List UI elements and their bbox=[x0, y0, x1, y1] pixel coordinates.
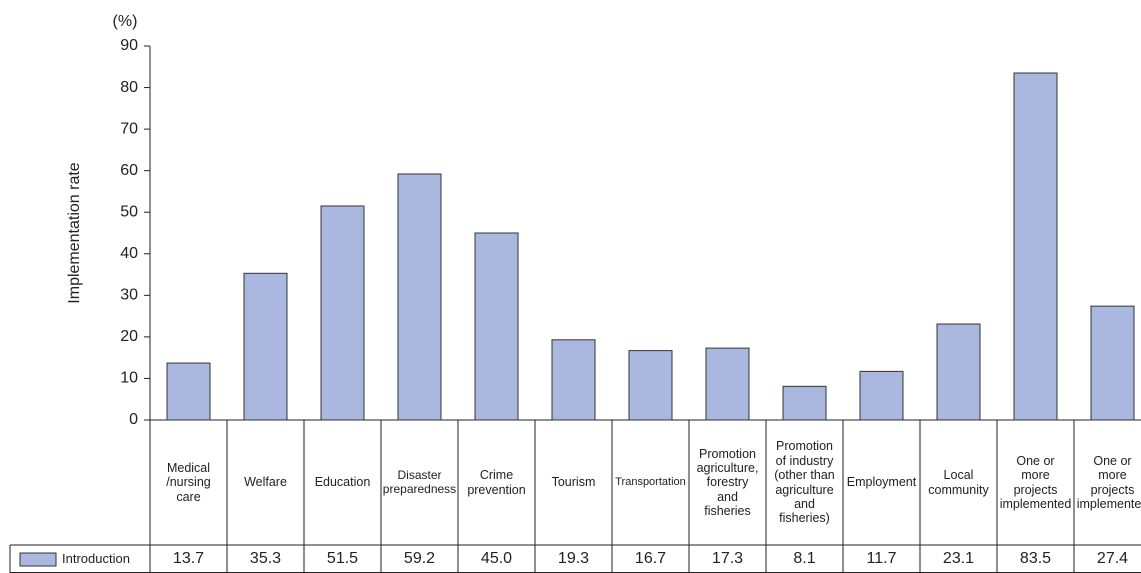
category-label: One or more projects implemented bbox=[1075, 421, 1141, 544]
category-text: Welfare bbox=[244, 475, 287, 490]
value-label: 19.3 bbox=[557, 550, 590, 567]
y-tick-label: 90 bbox=[120, 37, 138, 54]
category-label: Transportation bbox=[613, 421, 688, 544]
legend-swatch bbox=[19, 552, 57, 567]
y-tick-label: 0 bbox=[129, 411, 138, 428]
category-label: Tourism bbox=[536, 421, 611, 544]
value-label: 51.5 bbox=[326, 550, 359, 567]
y-tick-label: 10 bbox=[120, 370, 138, 387]
value-label: 27.4 bbox=[1096, 550, 1129, 567]
category-text: Promotion agriculture, forestry and fish… bbox=[696, 446, 759, 519]
bar bbox=[782, 385, 827, 421]
category-text: Tourism bbox=[551, 475, 596, 490]
category-label: Employment bbox=[844, 421, 919, 544]
category-text: Education bbox=[314, 475, 371, 490]
value-label: 45.0 bbox=[480, 550, 513, 567]
category-text: Employment bbox=[846, 475, 917, 490]
category-text: Crime prevention bbox=[467, 468, 526, 497]
bar bbox=[320, 205, 365, 421]
bar bbox=[397, 173, 442, 421]
value-label: 35.3 bbox=[249, 550, 282, 567]
value-label: 16.7 bbox=[634, 550, 667, 567]
bar bbox=[705, 347, 750, 421]
bar bbox=[936, 323, 981, 421]
value-label: 59.2 bbox=[403, 550, 436, 567]
value-label: 83.5 bbox=[1019, 550, 1052, 567]
y-unit: (%) bbox=[113, 13, 138, 30]
bar bbox=[1090, 305, 1135, 421]
y-tick-label: 30 bbox=[120, 287, 138, 304]
category-text: Promotion of industry (other than agricu… bbox=[774, 439, 835, 526]
value-label: 17.3 bbox=[711, 550, 744, 567]
bar bbox=[859, 370, 904, 421]
y-tick-label: 20 bbox=[120, 328, 138, 345]
category-text: Transportation bbox=[615, 476, 686, 489]
category-label: One or more projects implemented bbox=[998, 421, 1073, 544]
y-tick-label: 50 bbox=[120, 203, 138, 220]
category-text: One or more projects implemented bbox=[1076, 453, 1141, 511]
y-axis-title: Implementation rate bbox=[66, 162, 83, 304]
value-label: 13.7 bbox=[172, 550, 205, 567]
bar bbox=[243, 272, 288, 421]
category-text: Local community bbox=[928, 468, 989, 497]
category-label: Promotion agriculture, forestry and fish… bbox=[690, 421, 765, 544]
bar bbox=[551, 339, 596, 421]
value-label: 8.1 bbox=[793, 550, 816, 567]
category-label: Promotion of industry (other than agricu… bbox=[767, 421, 842, 544]
category-text: Medical /nursing care bbox=[166, 460, 211, 504]
y-tick-label: 60 bbox=[120, 162, 138, 179]
y-tick-label: 70 bbox=[120, 120, 138, 137]
category-label: Crime prevention bbox=[459, 421, 534, 544]
value-label: 11.7 bbox=[866, 550, 897, 567]
category-text: One or more projects implemented bbox=[999, 453, 1072, 511]
value-label: 23.1 bbox=[942, 550, 975, 567]
category-label: Disaster preparedness bbox=[382, 421, 457, 544]
category-text: Disaster preparedness bbox=[382, 467, 457, 496]
bar bbox=[1013, 72, 1058, 421]
legend-label: Introduction bbox=[62, 551, 130, 566]
bar bbox=[166, 362, 211, 421]
category-label: Welfare bbox=[228, 421, 303, 544]
category-label: Education bbox=[305, 421, 380, 544]
bar bbox=[628, 350, 673, 421]
y-tick-label: 40 bbox=[120, 245, 138, 262]
category-label: Local community bbox=[921, 421, 996, 544]
y-tick-label: 80 bbox=[120, 79, 138, 96]
bar bbox=[474, 232, 519, 421]
category-label: Medical /nursing care bbox=[151, 421, 226, 544]
